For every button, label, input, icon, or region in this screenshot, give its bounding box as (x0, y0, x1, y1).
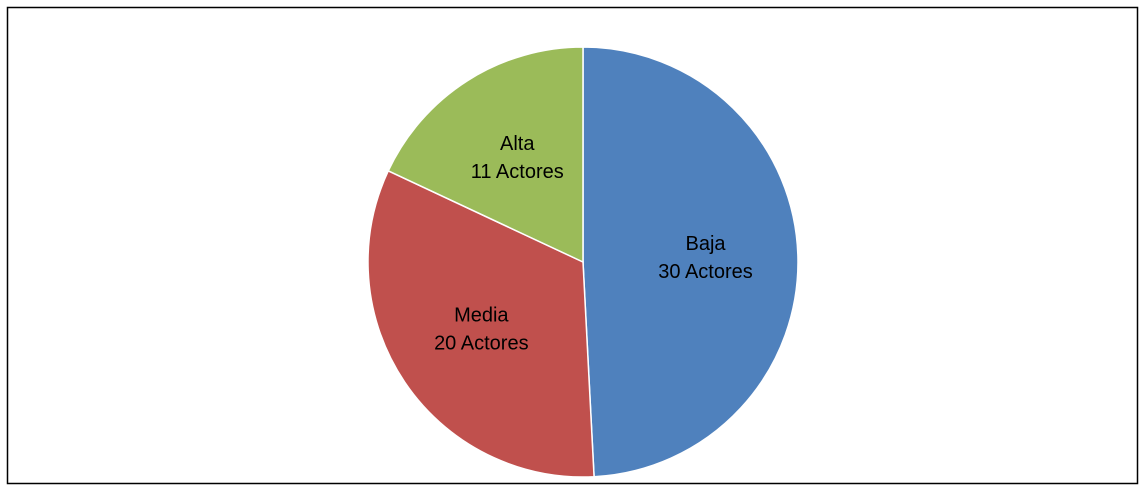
slice-value-label: 20 Actores (434, 333, 529, 355)
pie-slice (367, 169, 595, 478)
pie-slice (582, 46, 799, 478)
slice-value-label: 11 Actores (471, 161, 564, 183)
slice-category-label: Alta (500, 133, 535, 155)
slice-category-label: Baja (685, 233, 726, 255)
slice-category-label: Media (454, 305, 509, 327)
pie-slice (387, 46, 584, 264)
slice-value-label: 30 Actores (658, 261, 753, 283)
